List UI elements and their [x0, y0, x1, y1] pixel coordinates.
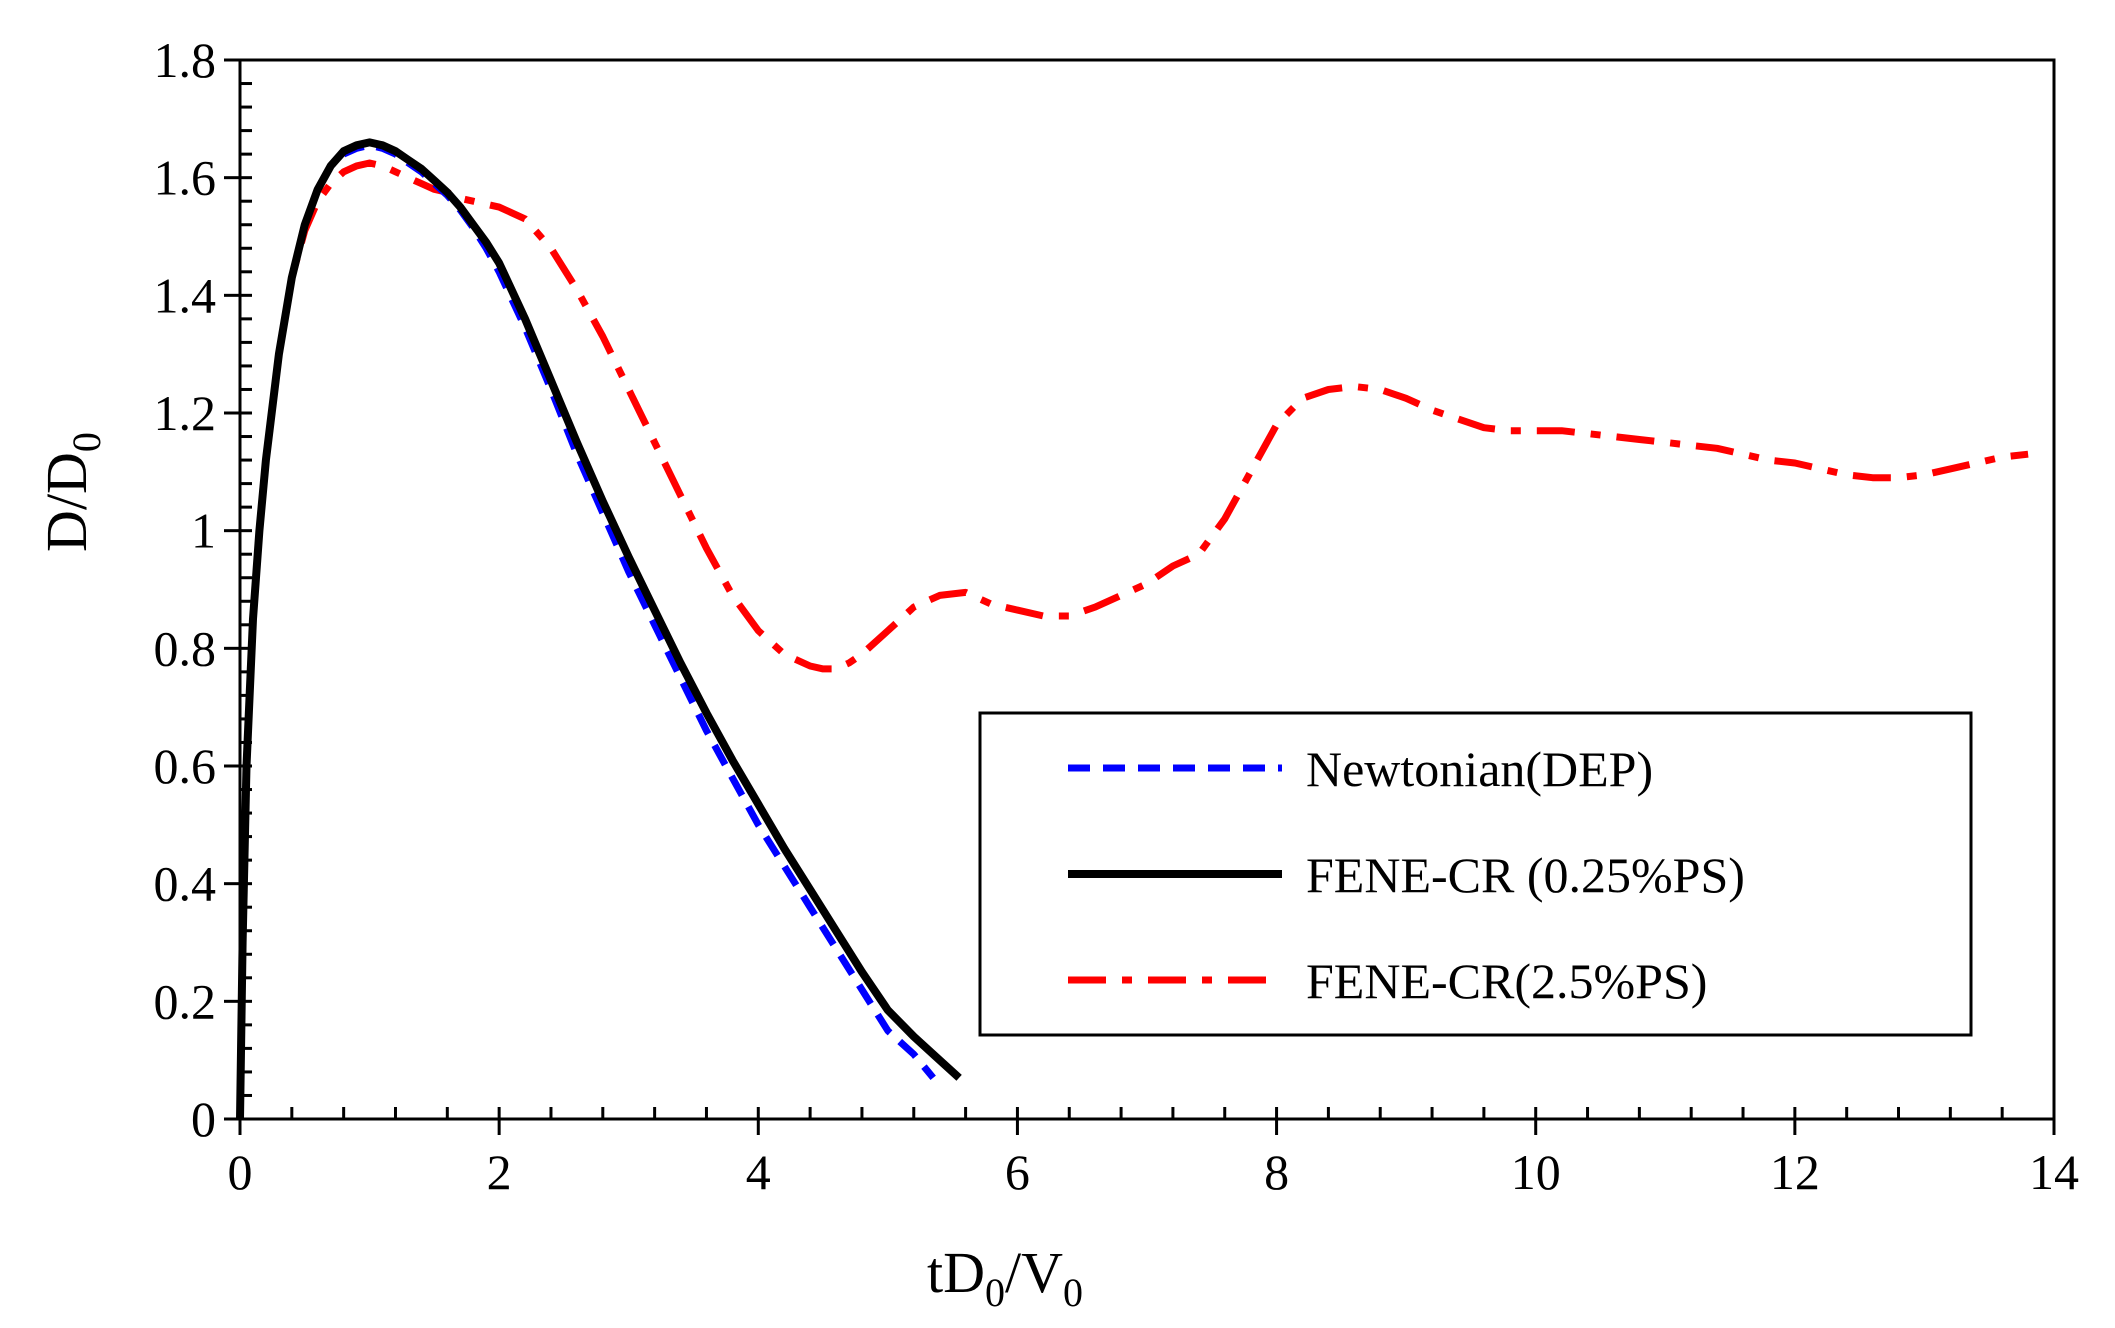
series-line-1 — [236, 138, 962, 1120]
y-tick-label: 0 — [191, 1091, 216, 1147]
x-tick-label: 2 — [487, 1144, 512, 1200]
x-axis-title-main: tD — [927, 1240, 985, 1305]
minor-ticks — [240, 82, 2004, 1119]
major-ticks — [224, 58, 2056, 1135]
y-tick-label: 0.8 — [154, 620, 217, 676]
x-tick-label: 4 — [746, 1144, 771, 1200]
y-axis-title-main: D/D — [34, 452, 99, 552]
legend-label-newtonian: Newtonian(DEP) — [1306, 741, 1653, 797]
x-tick-label: 6 — [1005, 1144, 1030, 1200]
x-tick-label: 8 — [1264, 1144, 1289, 1200]
series-layer — [236, 138, 2029, 1120]
y-tick-label: 1.8 — [154, 32, 217, 88]
legend: Newtonian(DEP) FENE-CR (0.25%PS) FENE-CR… — [978, 711, 1973, 1037]
tick-labels: 0 2 4 6 8 10 12 14 0 0.2 0.4 0.6 0.8 1 1.2 1.4 1.6 1.8 — [154, 32, 2080, 1200]
series-line-2 — [236, 159, 2029, 1120]
x-axis-title-sub2: 0 — [1063, 1270, 1083, 1315]
x-axis-title-sub1: 0 — [985, 1270, 1005, 1315]
y-axis-title: D/D0 — [34, 432, 109, 552]
y-tick-label: 1 — [191, 503, 216, 559]
y-tick-label: 1.6 — [154, 150, 217, 206]
legend-label-fene-cr-025: FENE-CR (0.25%PS) — [1306, 847, 1745, 903]
y-tick-label: 0.2 — [154, 973, 217, 1029]
y-axis-title-sub: 0 — [64, 432, 109, 452]
plot-frame — [238, 58, 2056, 1121]
legend-label-fene-cr-25: FENE-CR(2.5%PS) — [1306, 953, 1707, 1009]
x-tick-label: 10 — [1511, 1144, 1561, 1200]
y-tick-label: 0.6 — [154, 738, 217, 794]
y-tick-label: 1.2 — [154, 385, 217, 441]
x-tick-label: 12 — [1770, 1144, 1820, 1200]
y-tick-label: 0.4 — [154, 856, 217, 912]
x-axis-title: tD0/V0 — [927, 1240, 1083, 1315]
series-line-0 — [236, 141, 936, 1120]
y-tick-label: 1.4 — [154, 267, 217, 323]
x-tick-label: 14 — [2029, 1144, 2079, 1200]
x-tick-label: 0 — [228, 1144, 253, 1200]
x-axis-title-mid: /V — [1005, 1240, 1063, 1305]
